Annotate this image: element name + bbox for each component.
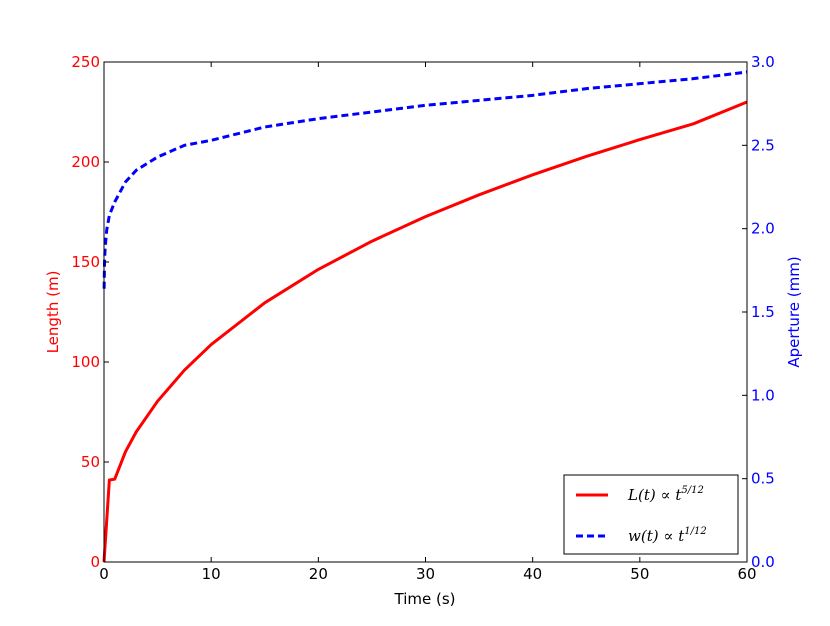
- y-axis-left-label: Length (m): [44, 271, 62, 354]
- y-axis-left-ticks: 0 50 100 150 200 250: [71, 53, 109, 571]
- x-tick-label: 30: [416, 565, 435, 583]
- legend-label-length: L(t) ∝ t5/12: [627, 485, 704, 504]
- x-tick-label: 60: [737, 565, 756, 583]
- y-right-tick-label: 2.0: [751, 220, 775, 238]
- x-tick-label: 40: [523, 565, 542, 583]
- y-right-tick-label: 0.0: [751, 553, 775, 571]
- y-right-tick-label: 3.0: [751, 53, 775, 71]
- x-axis-ticks: 0 10 20 30 40 50 60: [99, 62, 757, 583]
- y-left-tick-label: 150: [71, 253, 100, 271]
- x-tick-label: 0: [99, 565, 109, 583]
- y-right-tick-label: 1.0: [751, 386, 775, 404]
- x-axis-label: Time (s): [394, 590, 456, 608]
- legend-box: [563, 474, 739, 555]
- y-left-tick-label: 100: [71, 353, 100, 371]
- y-axis-right-label: Aperture (mm): [785, 256, 803, 367]
- y-left-tick-label: 0: [90, 553, 100, 571]
- series-line-length: [102, 100, 748, 563]
- y-left-tick-label: 250: [71, 53, 100, 71]
- series-line-aperture: [102, 70, 748, 289]
- y-right-tick-label: 2.5: [751, 136, 775, 154]
- legend-label-aperture: w(t) ∝ t1/12: [628, 526, 707, 545]
- x-tick-label: 20: [309, 565, 328, 583]
- plot-lines: [102, 70, 748, 563]
- y-right-tick-label: 0.5: [751, 470, 775, 488]
- y-axis-right-ticks: 0.0 0.5 1.0 1.5 2.0 2.5 3.0: [742, 53, 775, 571]
- y-right-tick-label: 1.5: [751, 303, 775, 321]
- x-tick-label: 10: [202, 565, 221, 583]
- legend: L(t) ∝ t5/12 w(t) ∝ t1/12: [563, 474, 739, 555]
- y-left-tick-label: 50: [81, 453, 100, 471]
- y-left-tick-label: 200: [71, 153, 100, 171]
- x-tick-label: 50: [630, 565, 649, 583]
